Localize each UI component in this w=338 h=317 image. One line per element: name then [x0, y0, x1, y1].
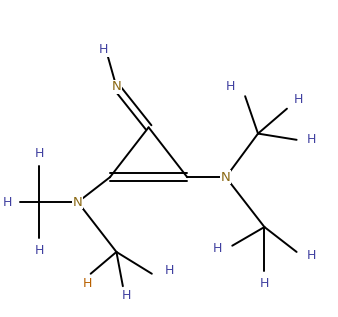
Text: N: N [73, 196, 83, 209]
Text: H: H [83, 277, 92, 290]
Text: H: H [99, 43, 108, 56]
Text: N: N [221, 171, 231, 184]
Text: H: H [306, 249, 316, 262]
Text: H: H [213, 242, 223, 255]
Text: H: H [34, 147, 44, 160]
Text: H: H [2, 196, 12, 209]
Text: H: H [260, 277, 269, 290]
Text: H: H [226, 80, 236, 93]
Text: H: H [34, 244, 44, 257]
Text: H: H [121, 289, 131, 302]
Text: H: H [293, 93, 303, 106]
Text: H: H [306, 133, 316, 146]
Text: N: N [112, 81, 121, 94]
Text: H: H [165, 264, 174, 277]
